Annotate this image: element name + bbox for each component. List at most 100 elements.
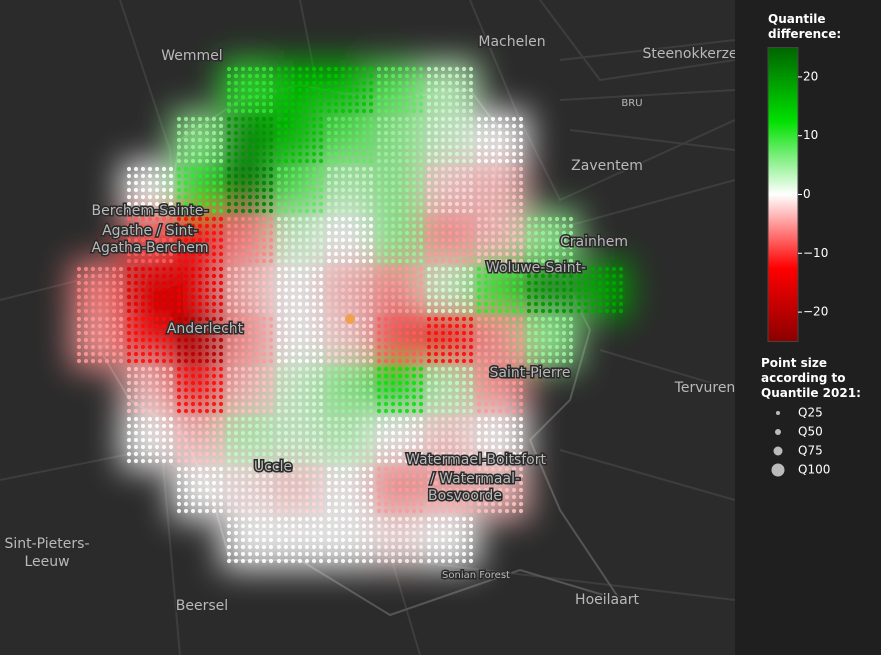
- heat-point: [318, 394, 324, 400]
- heat-point: [597, 273, 603, 279]
- heat-point: [461, 251, 467, 257]
- heat-point: [176, 501, 182, 507]
- heat-point: [490, 266, 496, 272]
- heat-point: [268, 273, 274, 279]
- heat-point: [268, 151, 274, 157]
- heat-point: [283, 430, 289, 436]
- heat-point: [226, 280, 232, 286]
- heat-point: [540, 251, 546, 257]
- heat-point: [233, 66, 239, 72]
- heat-point: [490, 408, 496, 414]
- heat-point: [340, 280, 346, 286]
- heat-point: [376, 294, 382, 300]
- heat-point: [283, 480, 289, 486]
- heat-point: [383, 201, 389, 207]
- heat-point: [276, 473, 282, 479]
- heat-point: [240, 137, 246, 143]
- heat-point: [340, 351, 346, 357]
- heat-point: [247, 301, 253, 307]
- heat-point: [211, 416, 217, 422]
- heat-point: [326, 194, 332, 200]
- heat-point: [290, 87, 296, 93]
- heat-point: [197, 137, 203, 143]
- heat-point: [290, 323, 296, 329]
- heat-point: [404, 208, 410, 214]
- heat-point: [433, 308, 439, 314]
- heat-point: [140, 408, 146, 414]
- heat-point: [304, 316, 310, 322]
- heat-point: [468, 544, 474, 550]
- heat-point: [218, 358, 224, 364]
- heat-point: [276, 180, 282, 186]
- heat-point: [483, 173, 489, 179]
- heat-point: [461, 116, 467, 122]
- heat-point: [283, 537, 289, 543]
- heat-point: [418, 73, 424, 79]
- heat-point: [447, 387, 453, 393]
- heat-point: [490, 158, 496, 164]
- heat-point: [376, 94, 382, 100]
- heat-point: [311, 251, 317, 257]
- heat-point: [390, 73, 396, 79]
- heat-point: [418, 158, 424, 164]
- heat-point: [476, 151, 482, 157]
- heat-point: [147, 301, 153, 307]
- heat-point: [376, 480, 382, 486]
- heat-point: [376, 487, 382, 493]
- heat-point: [204, 387, 210, 393]
- heat-point: [154, 237, 160, 243]
- heat-point: [533, 316, 539, 322]
- heat-point: [397, 558, 403, 564]
- heat-point: [176, 301, 182, 307]
- heat-point: [461, 344, 467, 350]
- heat-point: [361, 480, 367, 486]
- heat-point: [376, 158, 382, 164]
- heat-point: [233, 308, 239, 314]
- heat-point: [518, 187, 524, 193]
- heat-point: [190, 201, 196, 207]
- heat-point: [368, 151, 374, 157]
- heat-point: [354, 480, 360, 486]
- heat-point: [311, 151, 317, 157]
- heat-point: [347, 73, 353, 79]
- heat-point: [368, 301, 374, 307]
- heat-point: [126, 451, 132, 457]
- heat-point: [197, 187, 203, 193]
- heat-point: [354, 87, 360, 93]
- heat-point: [311, 330, 317, 336]
- heat-point: [297, 330, 303, 336]
- heat-point: [126, 344, 132, 350]
- heat-point: [247, 516, 253, 522]
- heat-point: [290, 316, 296, 322]
- heat-point: [261, 373, 267, 379]
- heat-point: [333, 451, 339, 457]
- heat-point: [197, 508, 203, 514]
- heat-point: [126, 330, 132, 336]
- heat-point: [168, 444, 174, 450]
- heat-point: [326, 280, 332, 286]
- heat-point: [147, 201, 153, 207]
- heat-point: [418, 444, 424, 450]
- heat-point: [211, 351, 217, 357]
- heat-point: [297, 151, 303, 157]
- heat-point: [290, 458, 296, 464]
- heat-point: [197, 423, 203, 429]
- heat-point: [483, 244, 489, 250]
- heat-point: [326, 123, 332, 129]
- heat-point: [347, 358, 353, 364]
- heat-point: [318, 280, 324, 286]
- heat-point: [268, 66, 274, 72]
- heat-point: [276, 123, 282, 129]
- heat-point: [354, 358, 360, 364]
- heat-point: [340, 423, 346, 429]
- heat-point: [490, 244, 496, 250]
- heat-point: [383, 537, 389, 543]
- heat-point: [476, 180, 482, 186]
- heat-point: [133, 180, 139, 186]
- heat-point: [404, 294, 410, 300]
- heat-point: [583, 287, 589, 293]
- heat-point: [183, 308, 189, 314]
- heat-point: [447, 430, 453, 436]
- heat-point: [383, 108, 389, 114]
- heat-point: [340, 358, 346, 364]
